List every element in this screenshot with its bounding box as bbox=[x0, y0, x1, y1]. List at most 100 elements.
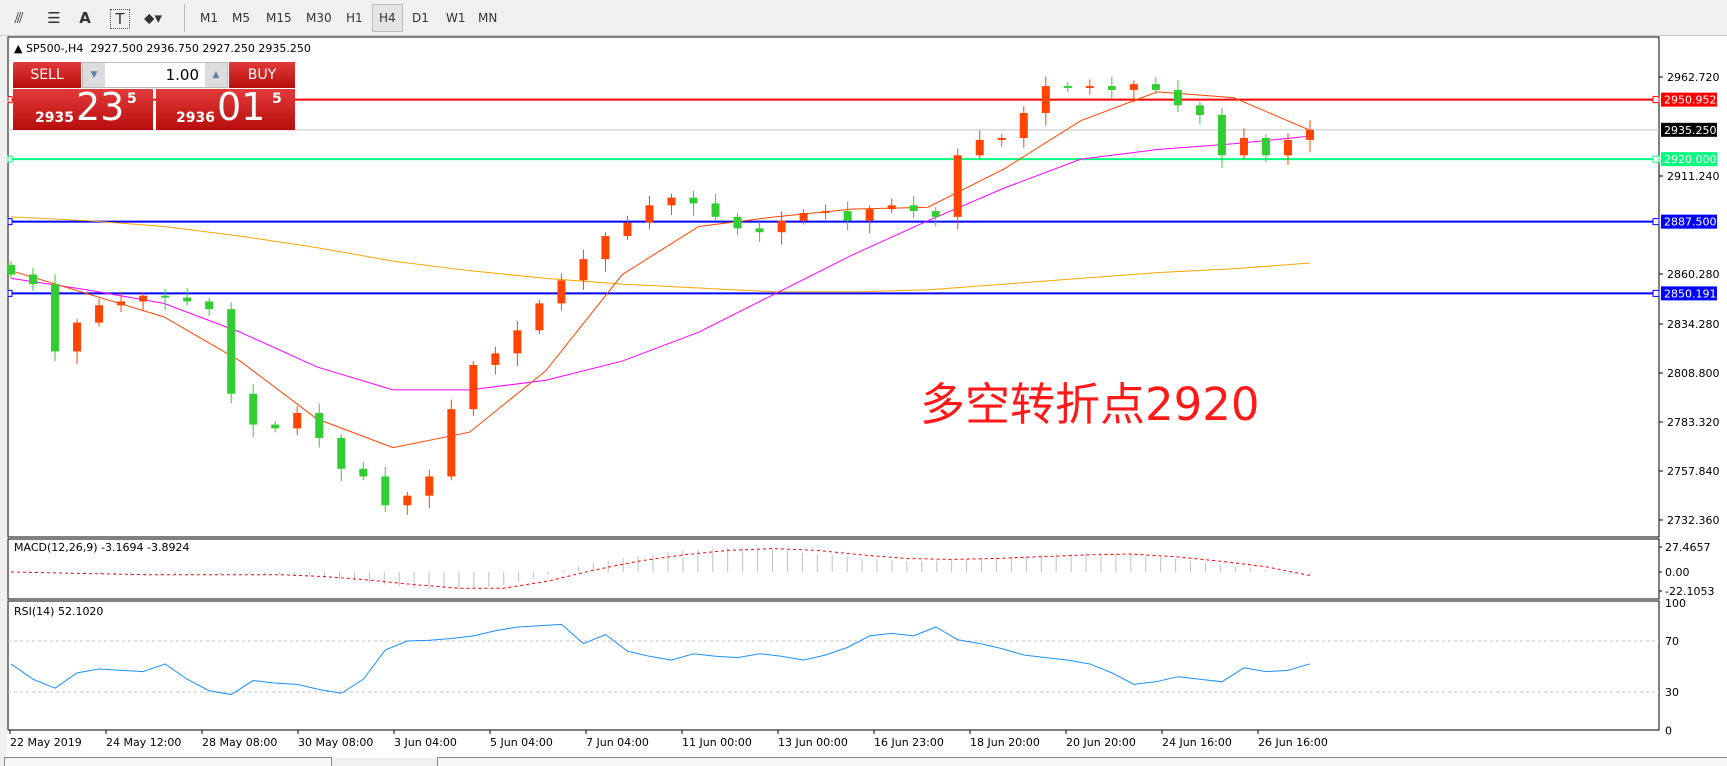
date-label: 30 May 08:00 bbox=[298, 736, 373, 749]
timeframe-d1[interactable]: D1 bbox=[412, 11, 429, 25]
candle-body bbox=[711, 203, 720, 217]
toolbar: ⫻ ☰ A T ⬥▾ M1 M5 M15 M30 H1 H4 D1 W1 MN bbox=[0, 0, 1727, 36]
price-tick-label: 2808.800 bbox=[1667, 367, 1720, 380]
candle-body bbox=[1306, 129, 1314, 140]
candle-body bbox=[1195, 105, 1204, 115]
candle-body bbox=[865, 209, 874, 221]
line-handle bbox=[1652, 155, 1660, 163]
candle-body bbox=[953, 155, 962, 217]
date-label: 5 Jun 04:00 bbox=[490, 736, 553, 749]
candle-body bbox=[1019, 112, 1028, 138]
candle-body bbox=[161, 295, 170, 298]
rsi-tick-label: 0 bbox=[1665, 724, 1672, 737]
bottom-tab[interactable] bbox=[4, 757, 332, 766]
candle-body bbox=[513, 330, 522, 354]
collapse-triangle-icon[interactable]: ▲ bbox=[14, 42, 23, 55]
annotation-text[interactable]: 多空转折点2920 bbox=[920, 378, 1260, 431]
candle-body bbox=[205, 301, 214, 310]
volume-decrease-button[interactable]: ▼ bbox=[83, 63, 105, 87]
price-label: 2950.952 bbox=[1664, 94, 1717, 107]
sell-price[interactable]: 2935 23 5 bbox=[13, 85, 153, 130]
timeframe-w1[interactable]: W1 bbox=[446, 11, 466, 25]
line-handle bbox=[7, 96, 13, 104]
candle-body bbox=[777, 220, 786, 233]
line-handle bbox=[7, 289, 13, 297]
volume-field[interactable]: ▼ 1.00 ▲ bbox=[82, 62, 228, 88]
timeframe-h1[interactable]: H1 bbox=[346, 11, 363, 25]
candle-body bbox=[1151, 84, 1160, 90]
candle-body bbox=[425, 476, 434, 496]
candle-body bbox=[469, 364, 478, 410]
high-value: 2936.750 bbox=[146, 42, 199, 55]
price-label-bg bbox=[1661, 152, 1717, 167]
line-handle bbox=[1652, 218, 1660, 226]
fibonacci-fan-icon[interactable]: ☰ bbox=[47, 9, 60, 27]
volume-increase-button[interactable]: ▲ bbox=[205, 63, 227, 87]
date-label: 22 May 2019 bbox=[10, 736, 82, 749]
candle-body bbox=[909, 205, 918, 212]
candle-body bbox=[931, 211, 940, 217]
arrows-icon[interactable]: ⬥▾ bbox=[143, 9, 163, 27]
timeframe-m15[interactable]: M15 bbox=[266, 11, 292, 25]
candle-body bbox=[1173, 89, 1182, 106]
price-tick-label: 2834.280 bbox=[1667, 318, 1720, 331]
candle-body bbox=[227, 309, 236, 394]
rsi-tick-label: 70 bbox=[1665, 635, 1679, 648]
price-tick-label: 2962.720 bbox=[1667, 71, 1720, 84]
close-value: 2935.250 bbox=[258, 42, 311, 55]
rsi-tick-label: 30 bbox=[1665, 686, 1679, 699]
candle-body bbox=[359, 468, 368, 477]
fibonacci-expansion-icon[interactable]: ⫻ bbox=[14, 9, 24, 27]
candle-body bbox=[1041, 86, 1050, 113]
buy-price[interactable]: 2936 01 5 bbox=[156, 85, 295, 130]
bottom-tab[interactable] bbox=[437, 757, 1727, 766]
price-label: 2887.500 bbox=[1664, 216, 1717, 229]
date-label: 18 Jun 20:00 bbox=[970, 736, 1040, 749]
line-handle bbox=[7, 155, 13, 163]
timeframe-h4[interactable]: H4 bbox=[372, 4, 403, 32]
price-label-bg bbox=[1661, 214, 1717, 229]
candle-body bbox=[1129, 84, 1138, 90]
candle-body bbox=[1283, 139, 1292, 156]
macd-label: MACD(12,26,9) -3.1694 -3.8924 bbox=[14, 541, 190, 554]
date-label: 20 Jun 20:00 bbox=[1066, 736, 1136, 749]
timeframe-m5[interactable]: M5 bbox=[232, 11, 250, 25]
candle-body bbox=[1261, 137, 1270, 156]
rsi-line bbox=[10, 623, 1311, 696]
date-label: 7 Jun 04:00 bbox=[586, 736, 649, 749]
timeframe-mn[interactable]: MN bbox=[478, 11, 498, 25]
candle-body bbox=[579, 259, 588, 281]
buy-button[interactable]: BUY bbox=[229, 62, 295, 88]
macd-tick-label: -22.1053 bbox=[1665, 585, 1714, 598]
text-label-icon[interactable]: T bbox=[110, 9, 130, 29]
open-value: 2927.500 bbox=[90, 42, 143, 55]
candle-body bbox=[7, 264, 15, 275]
price-label: 2920.000 bbox=[1664, 153, 1717, 166]
candle-body bbox=[997, 137, 1006, 140]
main-pane-frame bbox=[7, 36, 1660, 538]
price-tick-label: 2911.240 bbox=[1667, 170, 1720, 183]
line-handle bbox=[1652, 96, 1660, 104]
ma-mid-line bbox=[10, 135, 1311, 391]
line-handle bbox=[1652, 289, 1660, 297]
chart-window[interactable]: 2962.720 2911.240 2860.280 2834.280 2808.800… bbox=[7, 36, 1727, 758]
price-label-bg bbox=[1661, 92, 1717, 107]
buy-price-big: 2936 bbox=[176, 110, 215, 126]
candle-body bbox=[73, 322, 82, 352]
ma-slow-line bbox=[10, 216, 1311, 293]
sell-price-big: 2935 bbox=[35, 110, 74, 126]
text-icon[interactable]: A bbox=[79, 9, 91, 27]
price-label: 2850.191 bbox=[1664, 287, 1717, 300]
candle-body bbox=[667, 197, 676, 206]
candle-body bbox=[733, 216, 742, 229]
volume-value[interactable]: 1.00 bbox=[165, 66, 199, 84]
timeframe-m30[interactable]: M30 bbox=[306, 11, 332, 25]
sell-button[interactable]: SELL bbox=[13, 62, 81, 88]
candle-body bbox=[447, 409, 456, 477]
date-label: 3 Jun 04:00 bbox=[394, 736, 457, 749]
candle-body bbox=[887, 205, 896, 210]
candle-body bbox=[381, 476, 390, 506]
candle-body bbox=[337, 437, 346, 469]
date-label: 28 May 08:00 bbox=[202, 736, 277, 749]
timeframe-m1[interactable]: M1 bbox=[200, 11, 218, 25]
